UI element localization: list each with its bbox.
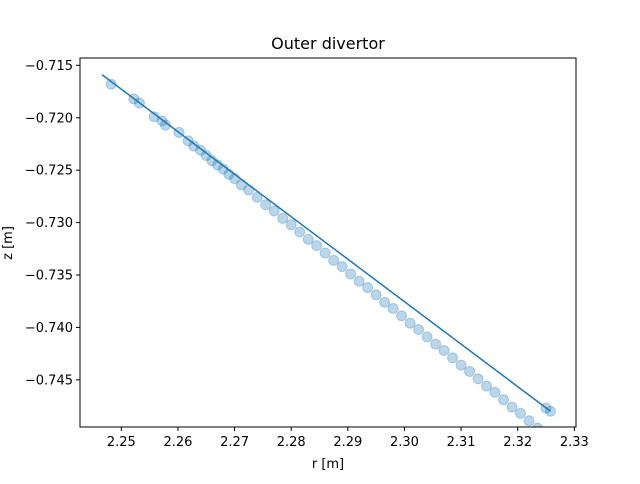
scatter-point: [430, 338, 442, 350]
y-tick-label: −0.715: [25, 59, 73, 74]
scatter-point: [387, 303, 399, 315]
axes-frame: [79, 57, 577, 428]
scatter-point: [396, 310, 408, 322]
scatter-point: [455, 359, 467, 371]
scatter-point: [506, 401, 518, 413]
data-clip-group: [101, 74, 557, 427]
x-tick-label: 2.31: [447, 435, 476, 450]
scatter-point: [160, 119, 171, 131]
scatter-point: [105, 78, 117, 90]
scatter-point: [260, 199, 272, 211]
x-tick-label: 2.32: [503, 435, 532, 450]
scatter-point: [302, 233, 314, 245]
scatter-point: [345, 268, 357, 280]
scatter-point: [498, 394, 510, 406]
x-tick-label: 2.29: [333, 435, 362, 450]
x-tick-label: 2.28: [277, 435, 306, 450]
scatter-point: [481, 380, 493, 392]
x-tick-label: 2.33: [560, 435, 589, 450]
scatter-point: [328, 254, 340, 266]
fit-line: [101, 74, 551, 412]
scatter-point: [379, 296, 391, 308]
y-axis-label: z [m]: [1, 226, 16, 260]
axes-layer: 2.25 2.26 2.27 2.28 2.29 2.30 2.31 2.32 2.33 −0.7…: [25, 57, 589, 450]
y-tick-label: −0.745: [25, 373, 73, 388]
scatter-point: [404, 317, 416, 329]
x-tick-label: 2.27: [220, 435, 249, 450]
scatter-point: [489, 386, 501, 398]
scatter-point: [285, 219, 297, 231]
y-tick-label: −0.735: [25, 268, 73, 283]
chart-title: Outer divertor: [271, 34, 385, 53]
scatter-point: [362, 282, 374, 294]
y-tick-label: −0.725: [25, 164, 73, 179]
scatter-point: [421, 331, 433, 343]
x-axis-label: r [m]: [312, 457, 344, 472]
scatter-point: [336, 261, 348, 273]
scatter-point: [319, 247, 331, 259]
x-tick-label: 2.25: [107, 435, 136, 450]
y-tick-label: −0.720: [25, 111, 73, 126]
scatter-point: [464, 365, 476, 377]
scatter-point: [523, 415, 535, 427]
scatter-point: [251, 191, 263, 203]
scatter-point: [472, 373, 484, 385]
scatter-point: [532, 422, 543, 427]
scatter-point: [188, 140, 200, 152]
y-tick-label: −0.740: [25, 321, 73, 336]
scatter-point: [370, 289, 382, 301]
scatter-point: [515, 407, 527, 419]
scatter-point: [200, 149, 212, 161]
scatter-point: [353, 275, 365, 287]
scatter-point: [447, 352, 459, 364]
scatter-point: [277, 212, 289, 224]
x-tick-label: 2.26: [163, 435, 192, 450]
scatter-point: [311, 240, 323, 252]
scatter-point: [268, 205, 280, 217]
scatter-point: [294, 226, 306, 238]
y-tick-label: −0.730: [25, 216, 73, 231]
x-tick-label: 2.30: [390, 435, 419, 450]
scatter-point: [438, 344, 450, 356]
data-layer: [101, 74, 557, 427]
scatter-point: [413, 324, 425, 336]
